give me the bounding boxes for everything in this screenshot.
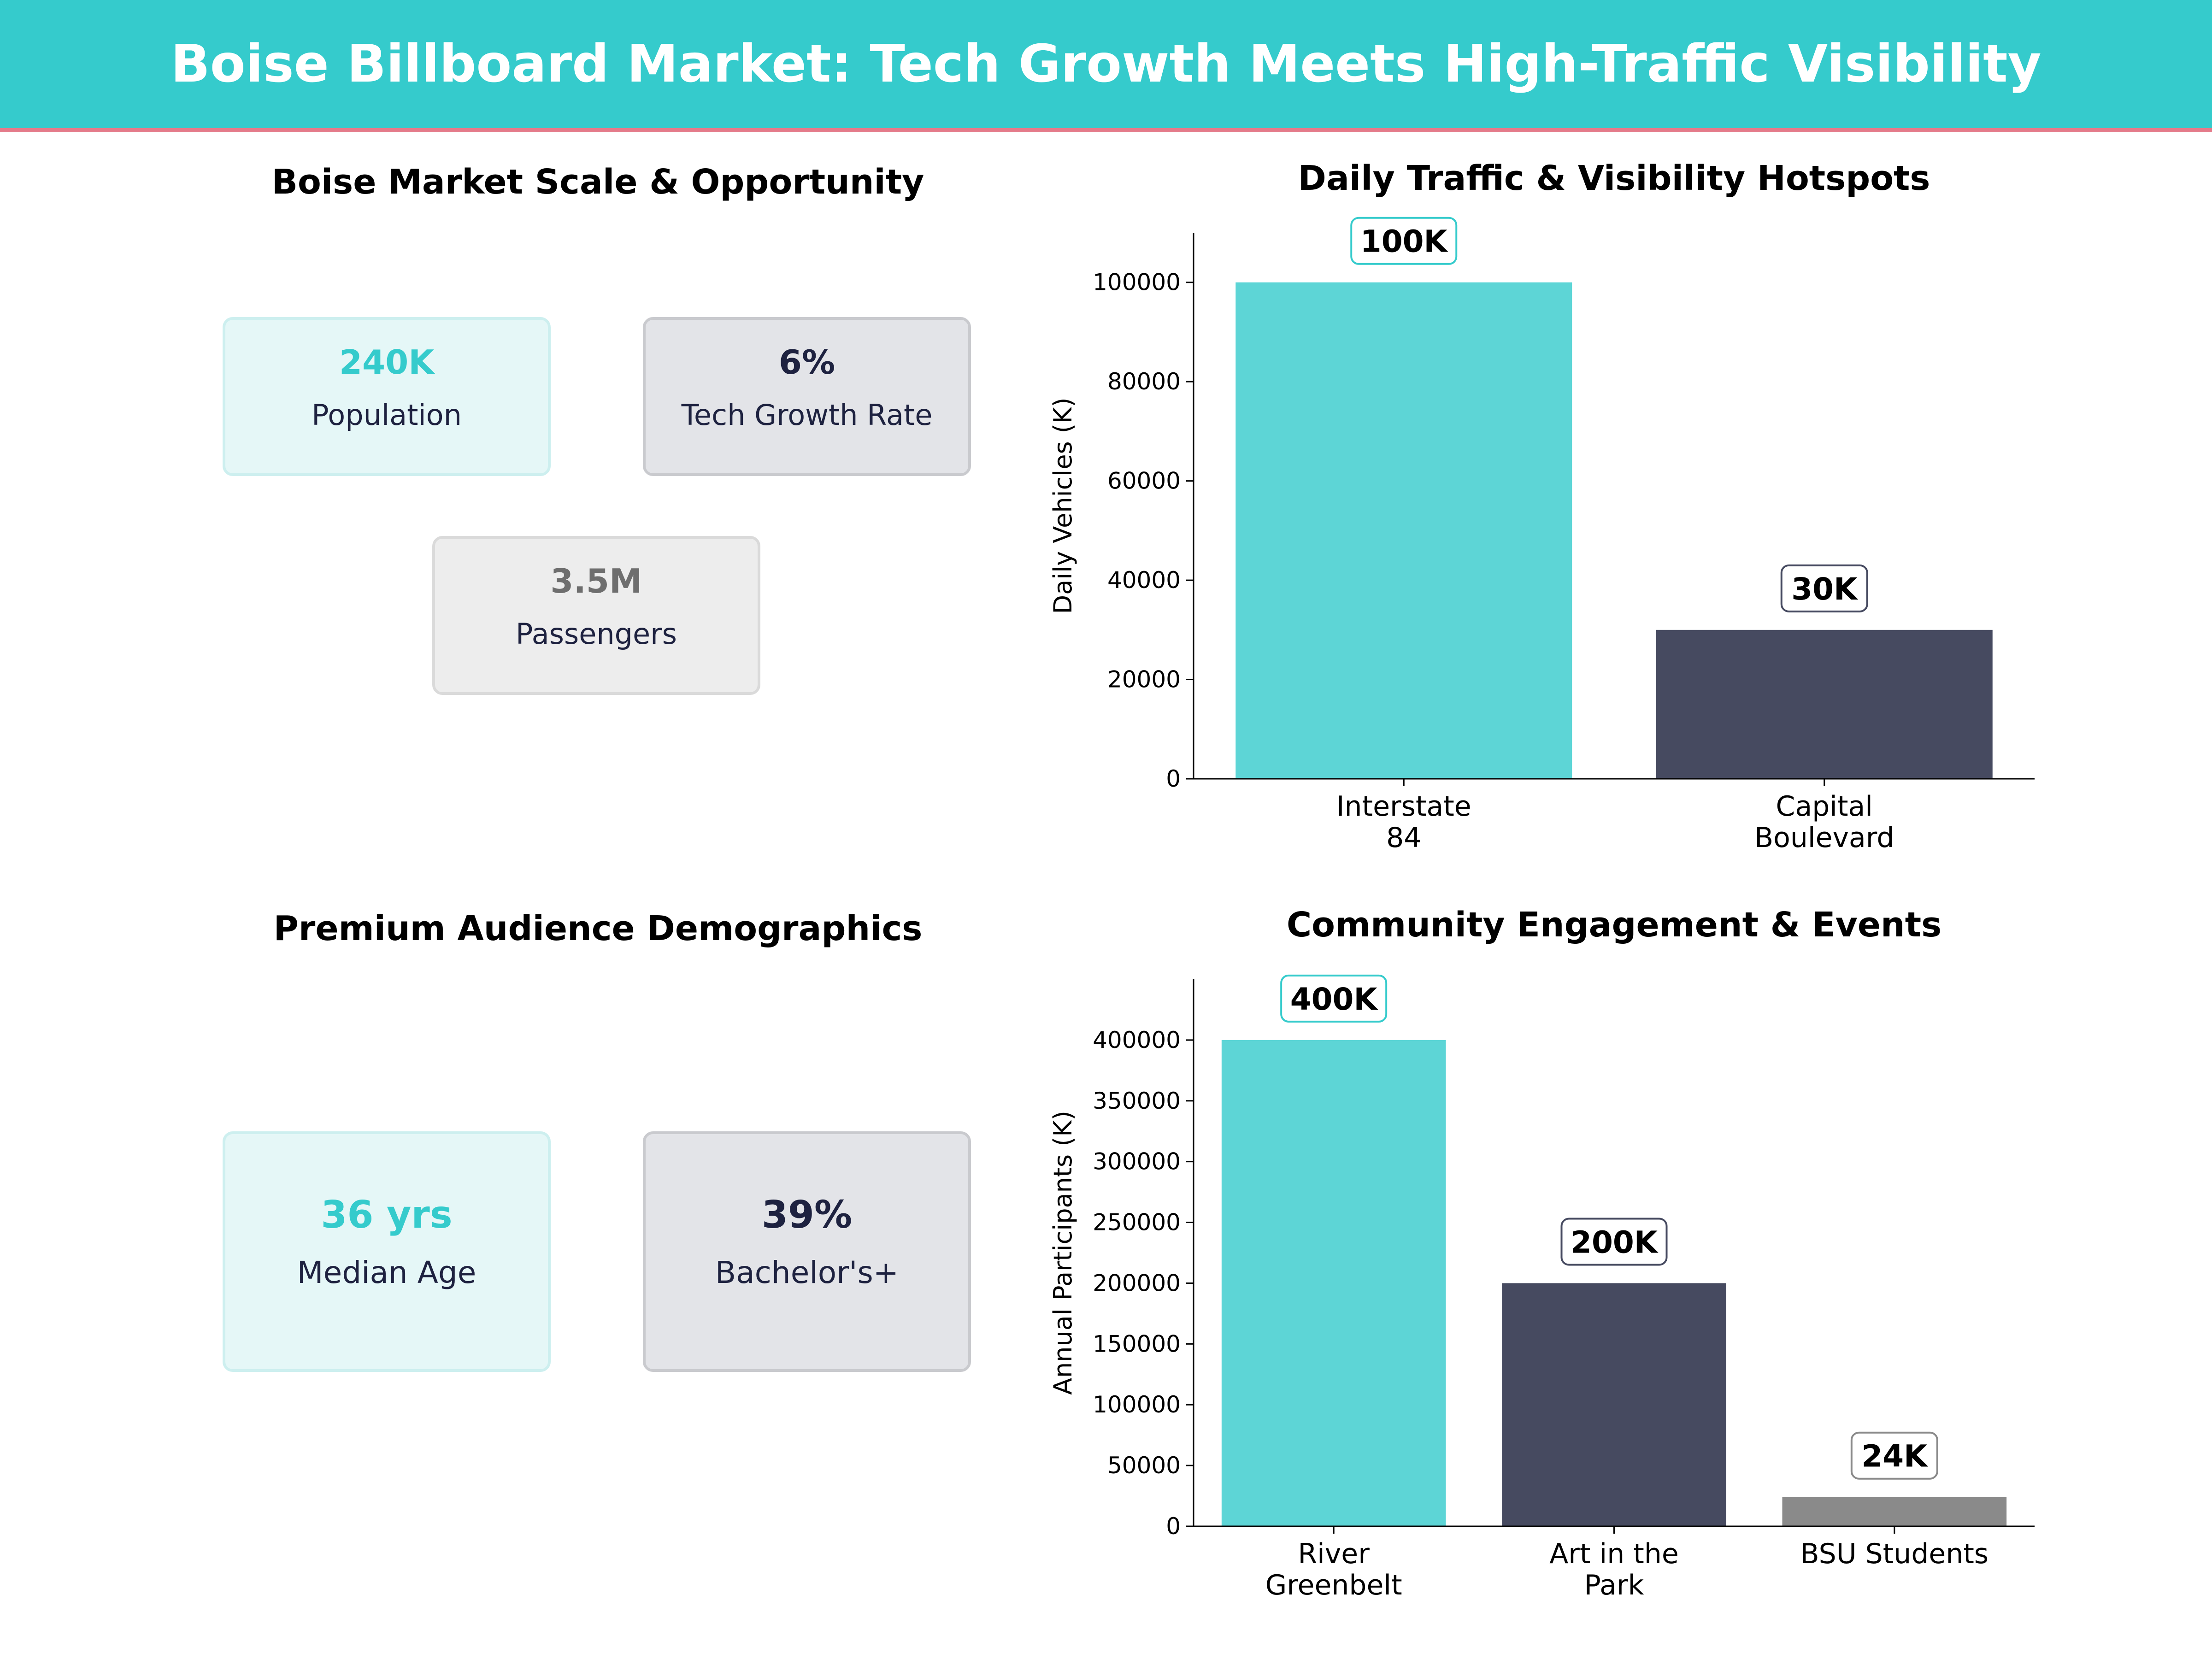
x-tick-label-1-0: Capital: [1776, 790, 1873, 823]
y-tick-label-5: 100000: [1093, 269, 1181, 296]
tech-growth-card: 6% Tech Growth Rate: [643, 317, 971, 476]
bar-0: [1235, 282, 1572, 779]
data-label-1: 200K: [1571, 1224, 1659, 1260]
data-label-box-2: [1850, 1431, 1938, 1480]
x-tick-label-0-0: River: [1298, 1538, 1370, 1570]
page-title: Boise Billboard Market: Tech Growth Meet…: [171, 34, 2041, 94]
bachelors-card: 39% Bachelor's+: [643, 1131, 971, 1372]
y-tick-label-1: 20000: [1107, 666, 1181, 693]
median-age-label: Median Age: [297, 1255, 477, 1290]
passengers-card: 3.5M Passengers: [432, 536, 760, 695]
chart-title: Daily Traffic & Visibility Hotspots: [1298, 159, 1930, 198]
y-tick-label-3: 60000: [1107, 468, 1181, 494]
y-axis-label: Daily Vehicles (K): [1048, 398, 1077, 614]
y-tick-label-2: 40000: [1107, 567, 1181, 594]
population-value: 240K: [339, 343, 435, 382]
median-age-value: 36 yrs: [321, 1193, 453, 1237]
x-tick-label-2-0: BSU Students: [1800, 1538, 1989, 1570]
x-tick-label-1-1: Boulevard: [1754, 822, 1894, 854]
x-tick-label-0-1: Greenbelt: [1265, 1569, 1402, 1601]
y-axis-label: Annual Participants (K): [1048, 1111, 1077, 1395]
y-tick-label-2: 100000: [1093, 1391, 1181, 1418]
bar-0: [1221, 1040, 1446, 1526]
x-tick-label-0-0: Interstate: [1336, 790, 1471, 823]
data-label-box-0: [1350, 217, 1458, 265]
x-tick-label-0-1: 84: [1386, 822, 1421, 854]
y-tick-label-6: 300000: [1093, 1148, 1181, 1175]
tech-growth-value: 6%: [778, 343, 835, 382]
x-tick-label-1-0: Art in the: [1549, 1538, 1679, 1570]
header-bar: Boise Billboard Market: Tech Growth Meet…: [0, 0, 2212, 132]
demographics-panel-title: Premium Audience Demographics: [273, 909, 923, 948]
chart-title: Community Engagement & Events: [1287, 905, 1941, 945]
y-tick-label-0: 0: [1166, 1513, 1181, 1540]
data-label-box-1: [1560, 1218, 1668, 1266]
tech-growth-label: Tech Growth Rate: [681, 398, 933, 432]
y-tick-label-7: 350000: [1093, 1088, 1181, 1114]
engagement-chart: Community Engagement & Events Annual Part…: [1048, 905, 2035, 1601]
bachelors-label: Bachelor's+: [715, 1255, 899, 1290]
bar-2: [1782, 1497, 2007, 1526]
data-label-0: 400K: [1290, 982, 1379, 1017]
data-label-box-1: [1780, 564, 1868, 612]
bachelors-value: 39%: [761, 1193, 853, 1237]
y-tick-label-4: 80000: [1107, 368, 1181, 395]
y-tick-label-3: 150000: [1093, 1330, 1181, 1357]
passengers-value: 3.5M: [550, 562, 642, 600]
data-label-box-0: [1280, 974, 1388, 1023]
data-label-2: 24K: [1861, 1439, 1929, 1474]
data-label-0: 100K: [1360, 224, 1449, 259]
bar-1: [1502, 1283, 1726, 1526]
passengers-label: Passengers: [516, 617, 677, 651]
market-panel-title: Boise Market Scale & Opportunity: [271, 162, 924, 202]
population-card: 240K Population: [223, 317, 551, 476]
y-tick-label-5: 250000: [1093, 1209, 1181, 1236]
bar-1: [1656, 629, 1993, 779]
y-tick-label-1: 50000: [1107, 1452, 1181, 1479]
y-tick-label-8: 400000: [1093, 1027, 1181, 1053]
y-tick-label-0: 0: [1166, 765, 1181, 792]
y-tick-label-4: 200000: [1093, 1270, 1181, 1296]
population-label: Population: [312, 398, 462, 432]
median-age-card: 36 yrs Median Age: [223, 1131, 551, 1372]
data-label-1: 30K: [1791, 571, 1859, 607]
traffic-chart: Daily Traffic & Visibility Hotspots Daily…: [1048, 159, 2035, 854]
x-tick-label-1-1: Park: [1584, 1569, 1644, 1601]
